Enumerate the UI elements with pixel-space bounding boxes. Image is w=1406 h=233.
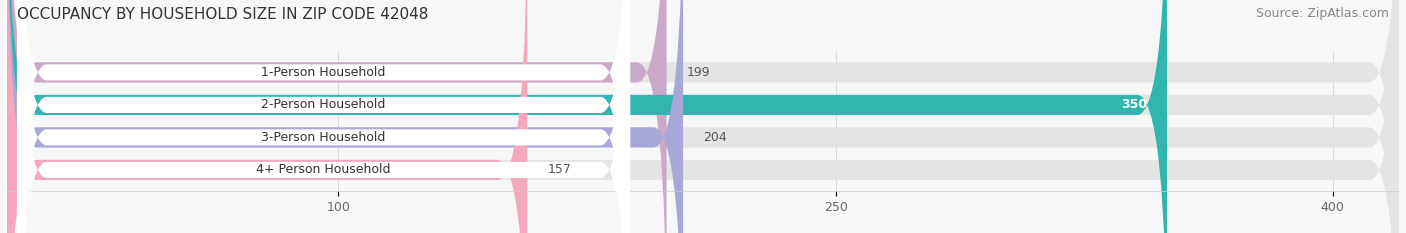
FancyBboxPatch shape: [7, 0, 1167, 233]
Text: 1-Person Household: 1-Person Household: [262, 66, 385, 79]
FancyBboxPatch shape: [17, 0, 630, 233]
Text: 2-Person Household: 2-Person Household: [262, 98, 385, 111]
FancyBboxPatch shape: [7, 0, 1399, 233]
Text: 157: 157: [547, 163, 571, 176]
Text: 199: 199: [686, 66, 710, 79]
Text: 4+ Person Household: 4+ Person Household: [256, 163, 391, 176]
FancyBboxPatch shape: [7, 0, 1399, 233]
FancyBboxPatch shape: [7, 0, 666, 233]
FancyBboxPatch shape: [7, 0, 1399, 233]
FancyBboxPatch shape: [7, 0, 1399, 233]
FancyBboxPatch shape: [17, 0, 630, 233]
Text: 204: 204: [703, 131, 727, 144]
FancyBboxPatch shape: [7, 0, 683, 233]
FancyBboxPatch shape: [7, 0, 527, 233]
Text: Source: ZipAtlas.com: Source: ZipAtlas.com: [1256, 7, 1389, 20]
FancyBboxPatch shape: [17, 0, 630, 233]
Text: 350: 350: [1121, 98, 1147, 111]
FancyBboxPatch shape: [17, 0, 630, 233]
Text: 3-Person Household: 3-Person Household: [262, 131, 385, 144]
Text: OCCUPANCY BY HOUSEHOLD SIZE IN ZIP CODE 42048: OCCUPANCY BY HOUSEHOLD SIZE IN ZIP CODE …: [17, 7, 429, 22]
